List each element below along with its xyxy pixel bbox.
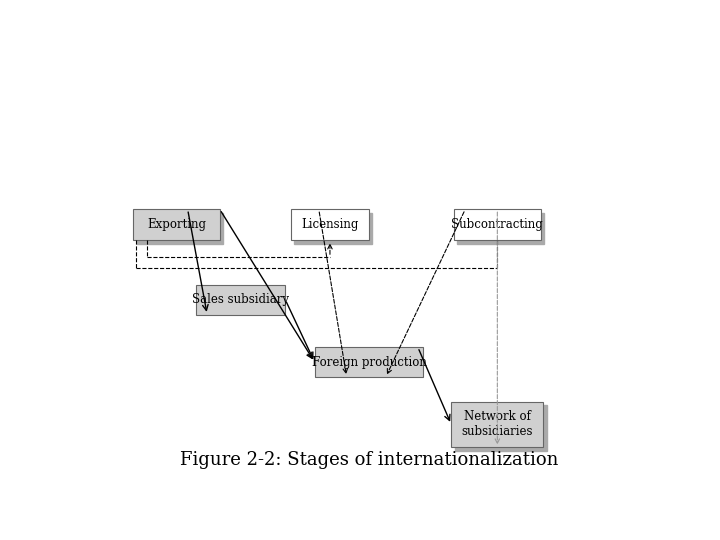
Bar bbox=[196, 285, 285, 315]
Text: Subcontracting: Subcontracting bbox=[451, 218, 543, 231]
Text: Licensing: Licensing bbox=[301, 218, 359, 231]
Text: Figure 2-2: Stages of internationalization: Figure 2-2: Stages of internationalizati… bbox=[180, 451, 558, 469]
Bar bbox=[315, 347, 423, 377]
Bar bbox=[457, 213, 544, 244]
Bar bbox=[454, 210, 541, 240]
Bar bbox=[451, 402, 544, 447]
Bar bbox=[291, 210, 369, 240]
Text: Exporting: Exporting bbox=[147, 218, 206, 231]
Bar bbox=[137, 213, 223, 244]
Bar bbox=[294, 213, 372, 244]
Bar bbox=[454, 405, 546, 451]
Text: Foreign production: Foreign production bbox=[312, 356, 426, 369]
Text: Sales subsidiary: Sales subsidiary bbox=[192, 293, 289, 306]
Text: Network of
subsidiaries: Network of subsidiaries bbox=[462, 410, 533, 438]
Bar bbox=[133, 210, 220, 240]
